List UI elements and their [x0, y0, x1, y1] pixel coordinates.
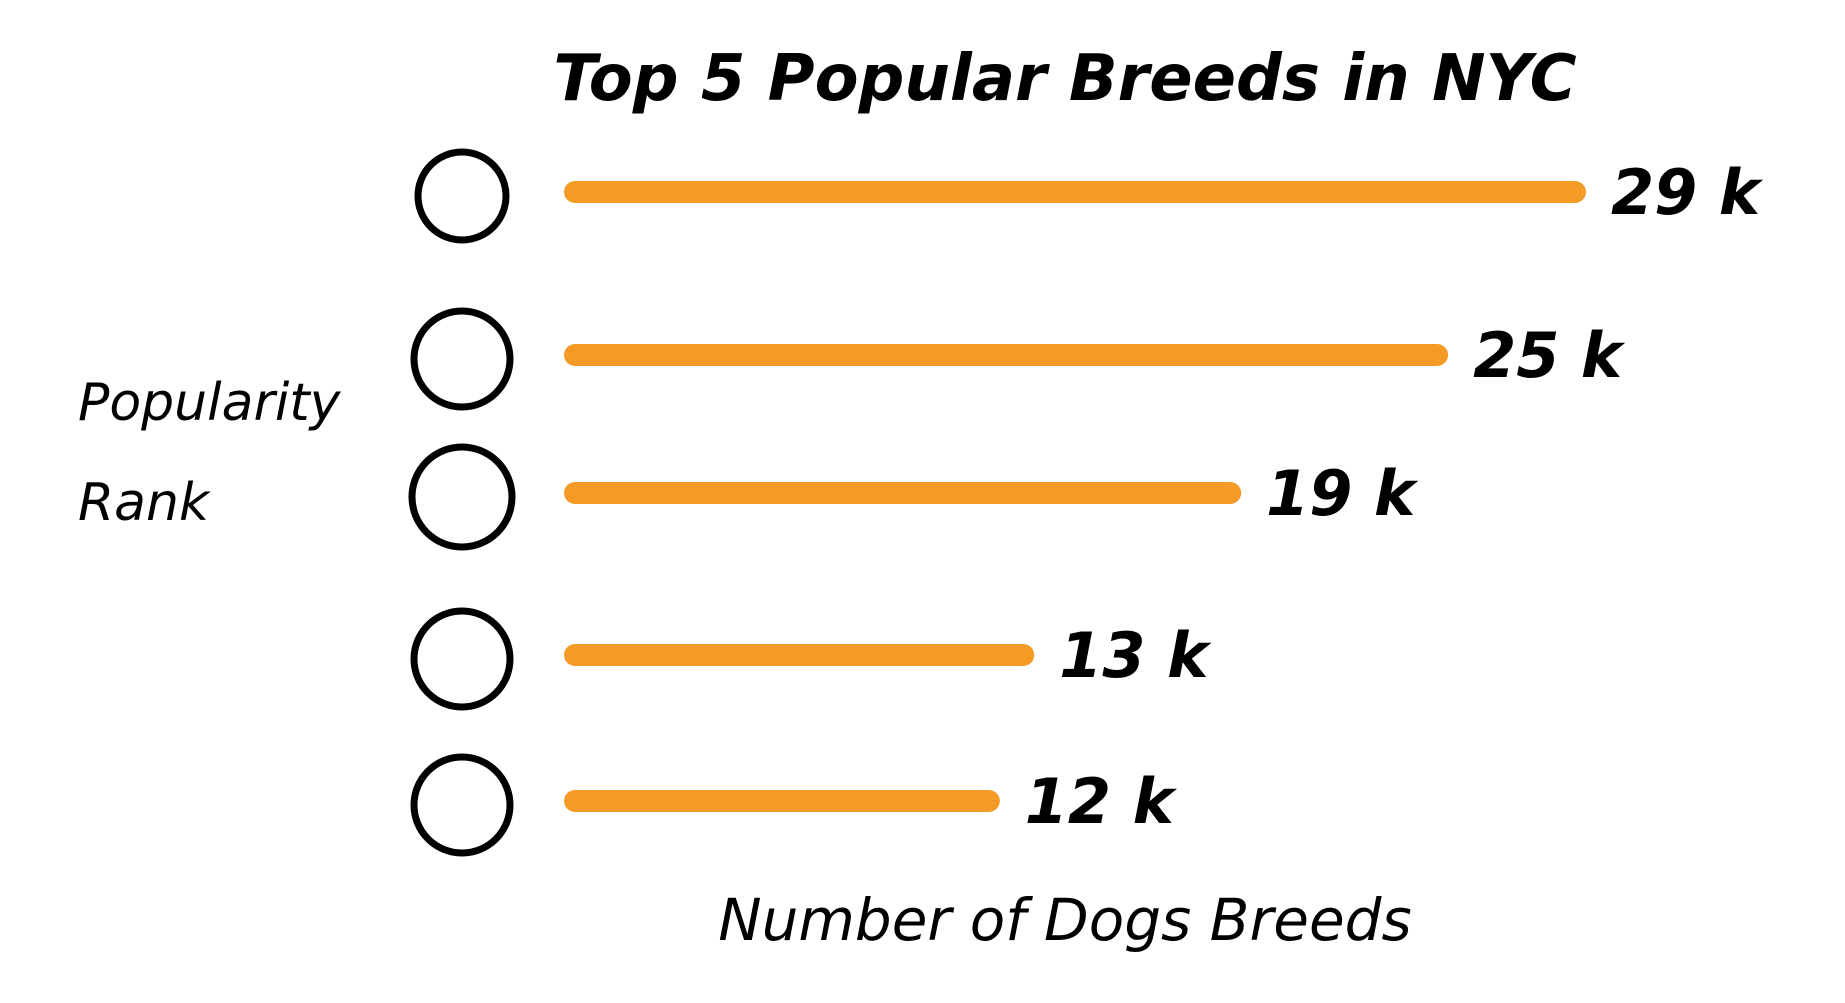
rank-marker-circle — [410, 307, 514, 411]
rank-marker-circle — [410, 753, 514, 857]
rank-marker-circle — [414, 148, 510, 244]
chart-title: Top 5 Popular Breeds in NYC — [553, 42, 1576, 116]
rank-marker-circle — [408, 443, 516, 551]
bar-value-label: 13 k — [1059, 619, 1212, 692]
bar-value-label: 25 k — [1473, 319, 1626, 392]
rank-markers — [408, 148, 516, 857]
y-axis-label-line: Popularity — [78, 373, 342, 433]
bar-value-label: 19 k — [1266, 457, 1419, 530]
bar-value-label: 29 k — [1611, 156, 1764, 229]
bar-value-label: 12 k — [1025, 765, 1178, 838]
bars — [564, 181, 1586, 812]
x-axis-label: Number of Dogs Breeds — [718, 886, 1411, 954]
rank-marker-circle — [410, 607, 514, 711]
y-axis-label-line: Rank — [78, 473, 211, 533]
value-labels: 29 k 25 k 19 k 13 k 12 k — [1025, 156, 1764, 838]
y-axis-label: Popularity Rank — [78, 373, 342, 533]
